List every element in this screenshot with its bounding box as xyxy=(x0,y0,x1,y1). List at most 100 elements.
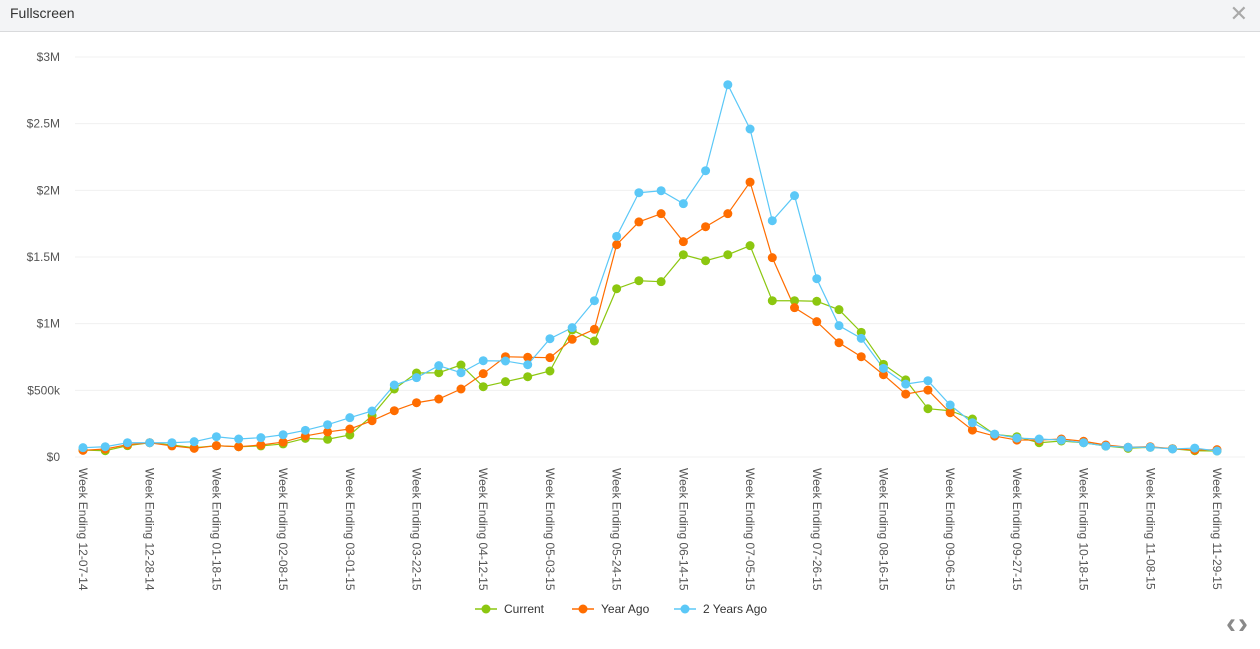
data-point-2-years-ago[interactable] xyxy=(167,438,177,448)
data-point-current[interactable] xyxy=(812,296,822,306)
data-point-2-years-ago[interactable] xyxy=(589,296,599,306)
data-point-2-years-ago[interactable] xyxy=(211,432,221,442)
data-point-current[interactable] xyxy=(456,360,466,370)
data-point-2-years-ago[interactable] xyxy=(723,80,733,90)
data-point-2-years-ago[interactable] xyxy=(856,333,866,343)
data-point-2-years-ago[interactable] xyxy=(745,124,755,134)
data-point-2-years-ago[interactable] xyxy=(1034,434,1044,444)
data-point-year-ago[interactable] xyxy=(589,324,599,334)
data-point-2-years-ago[interactable] xyxy=(923,376,933,386)
data-point-year-ago[interactable] xyxy=(612,240,622,250)
data-point-2-years-ago[interactable] xyxy=(1168,444,1178,454)
data-point-current[interactable] xyxy=(634,276,644,286)
data-point-2-years-ago[interactable] xyxy=(456,368,466,378)
data-point-year-ago[interactable] xyxy=(767,253,777,263)
data-point-year-ago[interactable] xyxy=(211,441,221,451)
data-point-year-ago[interactable] xyxy=(234,442,244,452)
data-point-2-years-ago[interactable] xyxy=(1079,438,1089,448)
data-point-2-years-ago[interactable] xyxy=(967,418,977,428)
data-point-year-ago[interactable] xyxy=(745,177,755,187)
data-point-2-years-ago[interactable] xyxy=(234,434,244,444)
data-point-2-years-ago[interactable] xyxy=(678,199,688,209)
data-point-current[interactable] xyxy=(701,256,711,266)
data-point-2-years-ago[interactable] xyxy=(1190,443,1200,453)
data-point-current[interactable] xyxy=(678,250,688,260)
data-point-2-years-ago[interactable] xyxy=(945,400,955,410)
data-point-year-ago[interactable] xyxy=(345,424,355,434)
data-point-year-ago[interactable] xyxy=(523,352,533,362)
data-point-year-ago[interactable] xyxy=(545,353,555,363)
data-point-year-ago[interactable] xyxy=(634,217,644,227)
data-point-2-years-ago[interactable] xyxy=(990,429,1000,439)
data-point-2-years-ago[interactable] xyxy=(300,425,310,435)
data-point-2-years-ago[interactable] xyxy=(834,321,844,331)
data-point-year-ago[interactable] xyxy=(412,398,422,408)
data-point-2-years-ago[interactable] xyxy=(1012,433,1022,443)
data-point-year-ago[interactable] xyxy=(478,369,488,379)
data-point-current[interactable] xyxy=(723,250,733,260)
data-point-year-ago[interactable] xyxy=(923,385,933,395)
data-point-year-ago[interactable] xyxy=(701,222,711,232)
data-point-year-ago[interactable] xyxy=(901,389,911,399)
data-point-2-years-ago[interactable] xyxy=(1123,442,1133,452)
data-point-year-ago[interactable] xyxy=(323,427,333,437)
legend-item-2-years-ago[interactable]: 2 Years Ago xyxy=(703,602,767,616)
data-point-2-years-ago[interactable] xyxy=(634,188,644,198)
data-point-2-years-ago[interactable] xyxy=(701,166,711,176)
data-point-current[interactable] xyxy=(434,368,444,378)
data-point-2-years-ago[interactable] xyxy=(323,420,333,430)
data-point-year-ago[interactable] xyxy=(723,209,733,219)
data-point-2-years-ago[interactable] xyxy=(1056,435,1066,445)
data-point-current[interactable] xyxy=(923,404,933,414)
data-point-2-years-ago[interactable] xyxy=(278,430,288,440)
data-point-current[interactable] xyxy=(500,377,510,387)
data-point-2-years-ago[interactable] xyxy=(478,356,488,366)
data-point-current[interactable] xyxy=(478,382,488,392)
data-point-current[interactable] xyxy=(545,366,555,376)
data-point-year-ago[interactable] xyxy=(834,338,844,348)
data-point-current[interactable] xyxy=(323,434,333,444)
data-point-2-years-ago[interactable] xyxy=(656,186,666,196)
data-point-2-years-ago[interactable] xyxy=(812,274,822,284)
chevron-left-icon[interactable]: ‹ xyxy=(1226,607,1238,640)
data-point-2-years-ago[interactable] xyxy=(345,413,355,423)
data-point-year-ago[interactable] xyxy=(790,303,800,313)
data-point-year-ago[interactable] xyxy=(945,408,955,418)
data-point-current[interactable] xyxy=(589,336,599,346)
data-point-year-ago[interactable] xyxy=(256,440,266,450)
data-point-2-years-ago[interactable] xyxy=(389,380,399,390)
data-point-2-years-ago[interactable] xyxy=(790,191,800,201)
data-point-year-ago[interactable] xyxy=(389,406,399,416)
data-point-year-ago[interactable] xyxy=(856,352,866,362)
data-point-2-years-ago[interactable] xyxy=(567,323,577,333)
data-point-year-ago[interactable] xyxy=(967,425,977,435)
data-point-year-ago[interactable] xyxy=(567,334,577,344)
data-point-2-years-ago[interactable] xyxy=(545,334,555,344)
data-point-year-ago[interactable] xyxy=(878,370,888,380)
data-point-year-ago[interactable] xyxy=(189,443,199,453)
data-point-2-years-ago[interactable] xyxy=(523,360,533,370)
data-point-2-years-ago[interactable] xyxy=(1212,446,1222,456)
data-point-2-years-ago[interactable] xyxy=(145,438,155,448)
data-point-2-years-ago[interactable] xyxy=(1101,441,1111,451)
data-point-2-years-ago[interactable] xyxy=(256,433,266,443)
data-point-current[interactable] xyxy=(612,284,622,294)
data-point-current[interactable] xyxy=(767,296,777,306)
chevron-right-icon[interactable]: › xyxy=(1238,607,1250,640)
data-point-2-years-ago[interactable] xyxy=(100,442,110,452)
data-point-current[interactable] xyxy=(656,277,666,287)
data-point-current[interactable] xyxy=(523,372,533,382)
data-point-2-years-ago[interactable] xyxy=(189,437,199,447)
data-point-2-years-ago[interactable] xyxy=(412,373,422,383)
close-icon[interactable]: ✕ xyxy=(1229,1,1248,26)
data-point-2-years-ago[interactable] xyxy=(78,443,88,453)
data-point-2-years-ago[interactable] xyxy=(500,356,510,366)
legend-item-current[interactable]: Current xyxy=(504,602,545,616)
legend-item-year-ago[interactable]: Year Ago xyxy=(601,602,650,616)
data-point-year-ago[interactable] xyxy=(278,437,288,447)
data-point-2-years-ago[interactable] xyxy=(767,216,777,226)
data-point-current[interactable] xyxy=(834,305,844,315)
data-point-2-years-ago[interactable] xyxy=(122,438,132,448)
data-point-current[interactable] xyxy=(790,296,800,306)
data-point-2-years-ago[interactable] xyxy=(367,406,377,416)
